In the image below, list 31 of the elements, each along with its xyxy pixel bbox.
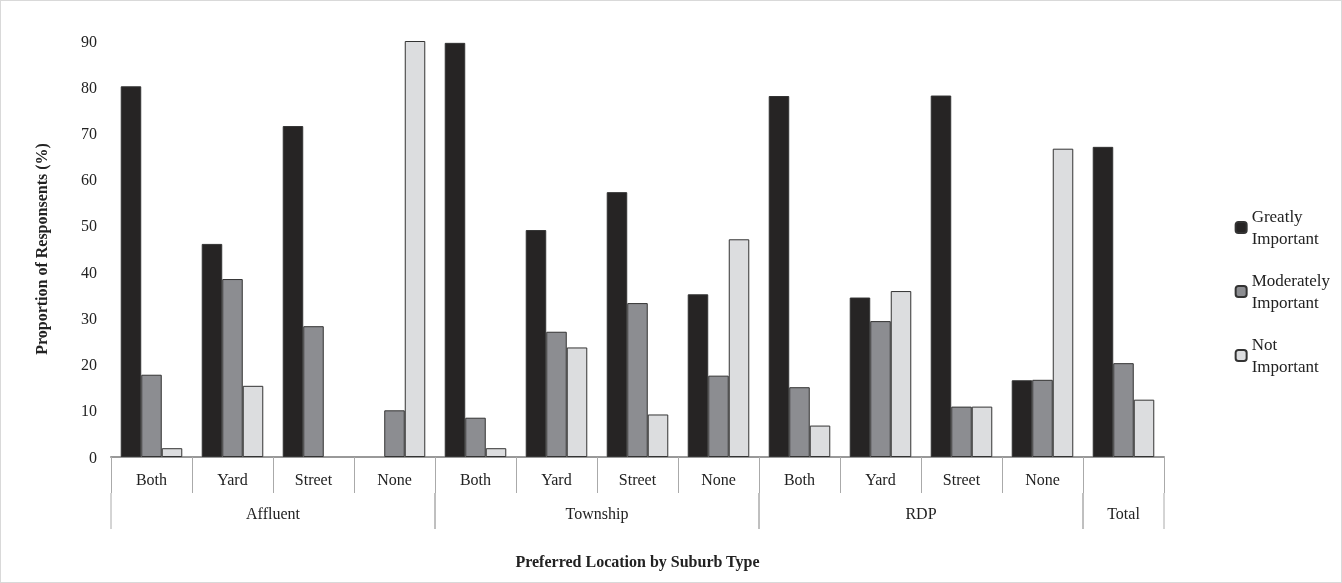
text: Affluent [246,504,301,522]
x-tick-label: Yard [541,470,572,488]
x-tick-label: Yard [865,470,896,488]
x-tick-label: Yard [217,470,248,488]
x-tick-label: None [701,470,736,488]
y-axis-title: Proportion of Responsents (%) [32,143,51,355]
y-tick-label: 60 [81,171,97,189]
x-tick-label: None [1025,470,1060,488]
y-tick-label: 50 [81,217,97,235]
y-tick-label: 10 [81,402,97,420]
legend-label: Not Important [1251,335,1319,376]
y-tick-label: 30 [81,309,97,327]
x-tick-label: Street [618,470,657,488]
x-tick-label: Street [294,470,333,488]
y-tick-label: 90 [81,32,97,50]
x-tick-label: Street [942,470,981,488]
text: Township [565,504,629,523]
y-tick-label: 70 [81,124,97,142]
x-tick-label: Both [783,470,816,488]
text: RDP [905,504,937,522]
y-tick-label: 20 [81,356,97,374]
x-tick-label: None [377,470,412,488]
x-tick-label: Both [459,470,492,488]
y-tick-label: 0 [89,448,97,466]
legend-label: Moderately Important [1251,271,1331,312]
text: Total [1107,504,1141,522]
x-axis-title: Preferred Location by Suburb Type [515,552,760,571]
y-tick-label: 40 [81,263,97,281]
y-tick-label: 80 [81,78,97,96]
x-tick-label: Both [135,470,168,488]
legend-label: Greatly Important [1251,207,1319,248]
